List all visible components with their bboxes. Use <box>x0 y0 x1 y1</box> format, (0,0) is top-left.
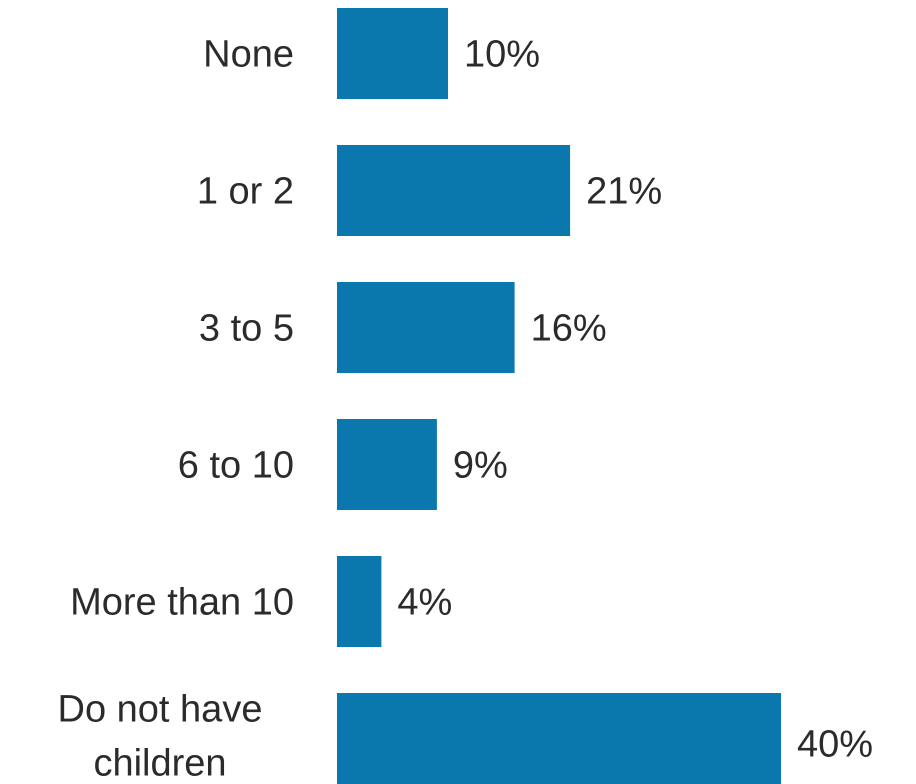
value-label: 9% <box>453 445 508 487</box>
value-label: 16% <box>531 308 607 350</box>
category-label-line: 6 to 10 <box>178 445 294 487</box>
bar <box>337 419 437 510</box>
bar <box>337 282 515 373</box>
category-label-line: children <box>93 743 226 784</box>
bar <box>337 556 382 647</box>
bar <box>337 693 781 784</box>
category-label-line: Do not have <box>58 689 263 731</box>
category-label: 1 or 2 <box>197 171 294 213</box>
category-label: 3 to 5 <box>199 308 294 350</box>
category-label-line: More than 10 <box>70 582 294 624</box>
category-label-line: 3 to 5 <box>199 308 294 350</box>
value-label: 40% <box>797 724 873 766</box>
value-labels: 10% 21% 16% 9% 4% 40% <box>397 34 873 766</box>
value-label: 10% <box>464 34 540 76</box>
bars <box>337 8 781 784</box>
category-label: 6 to 10 <box>178 445 294 487</box>
bar <box>337 8 448 99</box>
category-label: None <box>203 34 294 76</box>
value-label: 21% <box>586 171 662 213</box>
category-labels: None 1 or 2 3 to 5 6 to 10 More than 10 Do no… <box>58 34 294 784</box>
category-label: Do not have children <box>58 689 263 784</box>
value-label: 4% <box>397 582 452 624</box>
category-label: More than 10 <box>70 582 294 624</box>
category-label-line: 1 or 2 <box>197 171 294 213</box>
bar <box>337 145 571 236</box>
category-label-line: None <box>203 34 294 76</box>
